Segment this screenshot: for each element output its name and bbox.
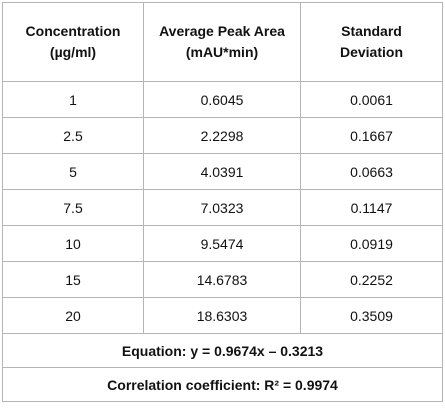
table-cell: 18.6303: [143, 297, 301, 334]
table-cell: 5: [2, 153, 144, 190]
table-header: Concentration (µg/ml) Average Peak Area (…: [2, 2, 443, 82]
data-table: Concentration (µg/ml) Average Peak Area (…: [2, 2, 443, 402]
table-cell: 0.3509: [300, 297, 443, 334]
table-row: 5 4.0391 0.0663: [2, 153, 443, 190]
header-cell: Standard Deviation: [300, 2, 443, 82]
table-row: 1 0.6045 0.0061: [2, 81, 443, 118]
table-cell: 0.0061: [300, 81, 443, 118]
table-cell: 15: [2, 261, 144, 298]
table-cell: 2.2298: [143, 117, 301, 154]
table-cell: 10: [2, 225, 144, 262]
table-cell: 0.0919: [300, 225, 443, 262]
table-cell: 0.6045: [143, 81, 301, 118]
table-body: 1 0.6045 0.0061 2.5 2.2298 0.1667 5 4.0391 0.066…: [2, 81, 443, 402]
table-cell: 9.5474: [143, 225, 301, 262]
table-cell: 0.0663: [300, 153, 443, 190]
table-row: 2.5 2.2298 0.1667: [2, 117, 443, 154]
table-row: 10 9.5474 0.0919: [2, 225, 443, 262]
table-cell: 0.1667: [300, 117, 443, 154]
header-cell: Concentration (µg/ml): [2, 2, 144, 82]
table-cell: 0.1147: [300, 189, 443, 226]
table-row: 20 18.6303 0.3509: [2, 297, 443, 334]
table-cell: 7.5: [2, 189, 144, 226]
header-cell: Average Peak Area (mAU*min): [143, 2, 301, 82]
table-cell: 20: [2, 297, 144, 334]
table-cell: 0.2252: [300, 261, 443, 298]
footer-cell: Equation: y = 0.9674x – 0.3213: [2, 333, 443, 368]
table-row: 7.5 7.0323 0.1147: [2, 189, 443, 226]
footer-cell: Correlation coefficient: R² = 0.9974: [2, 367, 443, 402]
table-cell: 4.0391: [143, 153, 301, 190]
table-cell: 2.5: [2, 117, 144, 154]
footer-row: Equation: y = 0.9674x – 0.3213: [2, 333, 443, 368]
header-row: Concentration (µg/ml) Average Peak Area (…: [2, 2, 443, 82]
table-cell: 14.6783: [143, 261, 301, 298]
footer-row: Correlation coefficient: R² = 0.9974: [2, 367, 443, 402]
table-row: 15 14.6783 0.2252: [2, 261, 443, 298]
table-cell: 1: [2, 81, 144, 118]
table-cell: 7.0323: [143, 189, 301, 226]
